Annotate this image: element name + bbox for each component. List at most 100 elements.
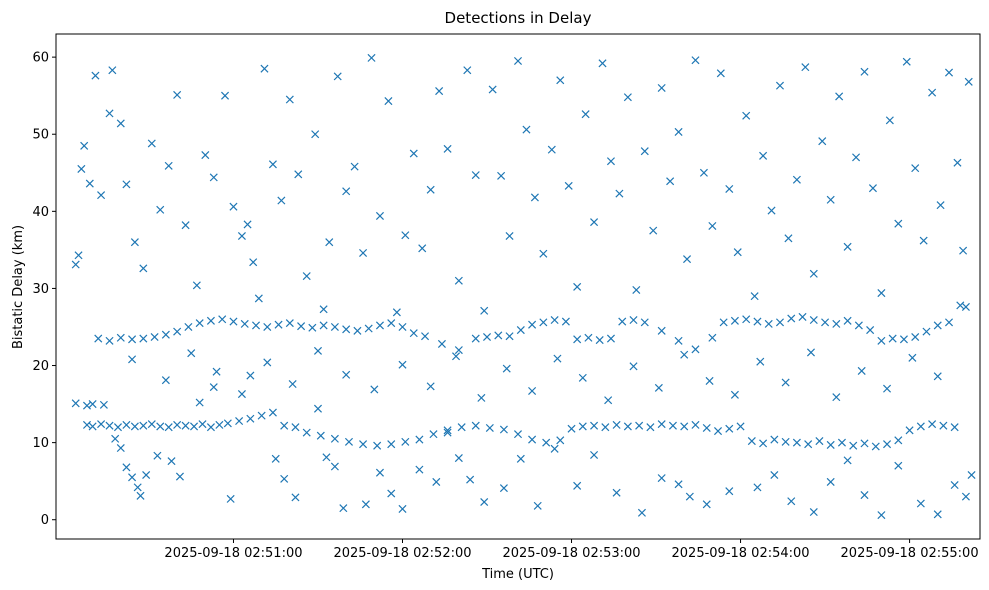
data-point [398, 504, 407, 513]
data-point [775, 318, 785, 327]
data-point [147, 420, 156, 429]
data-point [130, 238, 139, 247]
data-point [398, 360, 407, 369]
data-point [313, 346, 323, 355]
data-point [944, 68, 954, 77]
data-point [702, 500, 711, 509]
data-point [218, 315, 227, 324]
data-point [736, 422, 745, 431]
data-point [502, 364, 511, 373]
data-point [206, 423, 215, 432]
data-point [339, 504, 348, 513]
data-point [832, 393, 841, 402]
data-point [573, 481, 582, 490]
data-points [71, 53, 976, 520]
data-point [246, 371, 255, 380]
data-point [387, 319, 396, 328]
data-point [161, 330, 170, 339]
data-point [285, 95, 294, 104]
data-point [359, 248, 368, 257]
data-point [156, 422, 165, 431]
x-axis-ticks: 2025-09-18 02:51:00 2025-09-18 02:52:00 20… [164, 539, 979, 561]
data-point [657, 474, 666, 483]
data-point [944, 318, 954, 327]
data-point [344, 437, 354, 446]
data-point [826, 195, 835, 204]
data-point [139, 421, 148, 430]
data-point [781, 378, 790, 387]
x-tick-label: 2025-09-18 02:52:00 [333, 546, 471, 561]
data-point [175, 472, 184, 481]
data-point [373, 441, 382, 450]
data-point [730, 316, 739, 325]
data-point [471, 334, 480, 343]
data-point [220, 91, 230, 100]
data-point [105, 336, 114, 345]
data-point [246, 414, 255, 423]
data-point [249, 258, 258, 267]
data-point [792, 438, 801, 447]
data-point [528, 386, 537, 395]
data-point [392, 308, 401, 317]
data-point [387, 440, 396, 449]
data-point [480, 306, 489, 315]
plot-area-frame [55, 33, 981, 540]
data-point [209, 383, 218, 392]
data-point [139, 334, 148, 343]
data-point [325, 238, 334, 247]
data-point [184, 322, 193, 332]
data-point [871, 442, 880, 451]
data-point [330, 322, 339, 332]
data-point [899, 335, 908, 344]
data-point [753, 317, 762, 326]
data-point [691, 345, 700, 354]
data-point [674, 336, 683, 345]
data-point [105, 421, 114, 430]
data-point [601, 423, 610, 432]
data-point [708, 333, 717, 342]
data-point [454, 276, 463, 285]
data-point [161, 376, 170, 385]
data-point [254, 294, 263, 303]
data-point [147, 139, 156, 148]
data-point [818, 137, 827, 146]
data-point [223, 419, 232, 428]
data-point [742, 315, 751, 324]
data-point [471, 171, 480, 180]
data-point [539, 318, 548, 327]
data-point [274, 320, 283, 329]
data-point [553, 354, 562, 363]
data-point [894, 219, 903, 228]
data-point [237, 231, 246, 241]
data-point [843, 456, 852, 465]
data-point [911, 164, 920, 173]
data-point [539, 249, 548, 258]
data-point [708, 221, 717, 231]
data-point [637, 508, 646, 517]
y-tick-label: 10 [32, 436, 49, 451]
data-point [883, 384, 892, 393]
data-point [77, 164, 86, 173]
data-point [764, 319, 773, 328]
data-point [97, 191, 106, 200]
data-point [691, 56, 700, 65]
x-tick-label: 2025-09-18 02:54:00 [672, 546, 810, 561]
data-point [606, 334, 615, 343]
data-point [409, 329, 418, 338]
data-point [775, 81, 785, 90]
data-point [212, 367, 221, 376]
data-point [911, 332, 920, 342]
data-point [130, 422, 139, 431]
data-point [742, 111, 751, 120]
data-point [415, 435, 424, 444]
data-point [809, 316, 818, 325]
data-point [615, 189, 624, 198]
data-point [494, 331, 503, 340]
data-point [809, 269, 818, 278]
data-point [173, 327, 182, 336]
data-point [933, 510, 942, 519]
data-point [888, 334, 897, 343]
data-point [74, 251, 83, 260]
data-point [725, 184, 734, 193]
data-point [85, 179, 94, 188]
